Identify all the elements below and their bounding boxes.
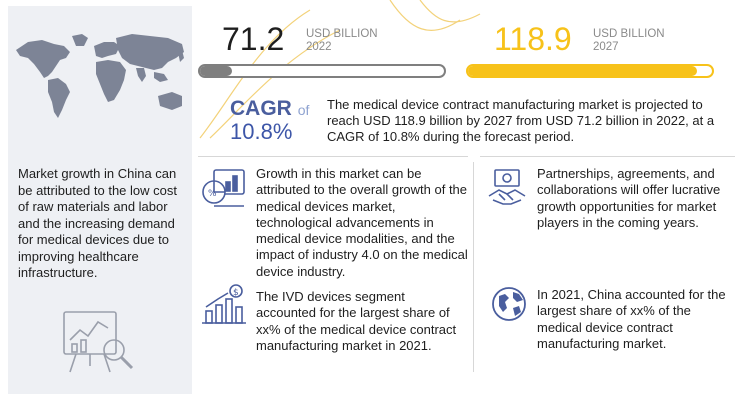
world-map-icon [16,34,184,118]
globe-icon [492,287,526,321]
magnifier-chart-icon [63,311,134,373]
point-partnerships-text: Partnerships, agreements, and collaborat… [537,166,721,230]
progress-fill-2027 [468,66,698,76]
summary-text: The medical device contract manufacturin… [327,97,715,144]
svg-text:$: $ [233,288,239,298]
value-2027: 118.9 [494,21,572,57]
point-growth-text: Growth in this market can be attributed … [256,166,468,279]
left-panel-text: Market growth in China can be attributed… [18,166,177,280]
left-panel: Market growth in China can be attributed… [8,6,192,394]
divider-vertical [473,162,474,372]
divider-horizontal-left [198,156,468,157]
unit-2022: USD BILLION [306,28,378,40]
point-china-text: In 2021, China accounted for the largest… [537,287,726,351]
bar-dollar-icon: $ [202,284,246,324]
cagr-label-text: CAGR [230,97,292,120]
cagr-label: CAGR of [230,98,309,121]
progress-bar-2027 [466,64,714,78]
year-2022: 2022 [306,41,332,53]
divider-horizontal-right [480,156,735,157]
value-2022: 71.2 [222,21,285,57]
unit-2027: USD BILLION [593,28,665,40]
cagr-of: of [297,102,310,118]
growth-chart-icon: % [202,169,245,207]
cagr-value: 10.8% [230,119,293,144]
svg-text:%: % [208,189,217,199]
handshake-money-icon [488,169,526,205]
progress-fill-2022 [200,66,232,76]
year-2027: 2027 [593,41,619,53]
point-ivd-text: The IVD devices segment accounted for th… [256,289,457,353]
progress-bar-2022 [198,64,446,78]
